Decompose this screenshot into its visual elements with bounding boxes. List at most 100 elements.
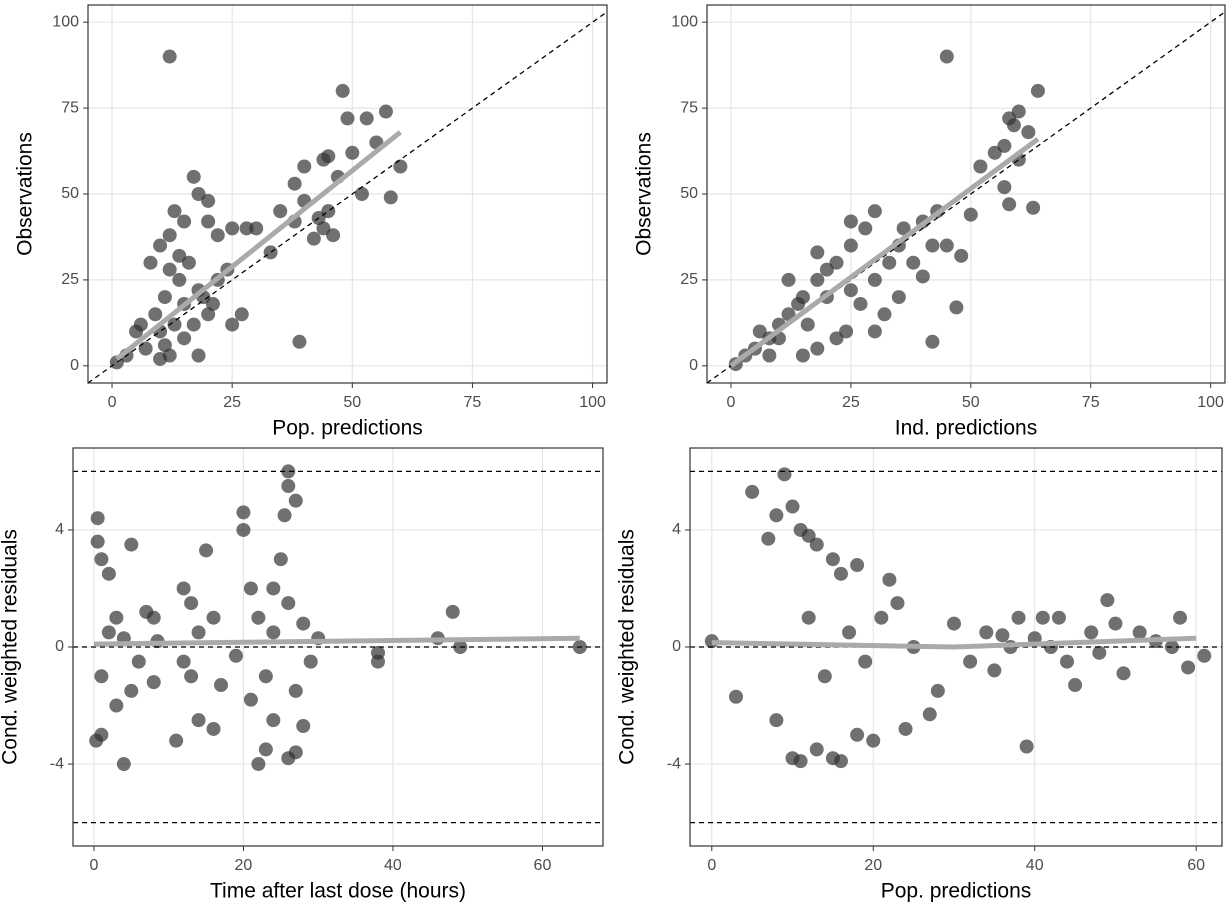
x-axis-title: Time after last dose (hours) — [210, 880, 466, 903]
point — [90, 511, 105, 526]
y-axis-title: Observations — [14, 132, 37, 256]
point — [288, 745, 303, 760]
point — [273, 552, 288, 567]
point — [930, 683, 945, 698]
point — [184, 669, 199, 684]
point — [236, 505, 251, 520]
point — [1060, 654, 1075, 669]
y-tick-label: 100 — [671, 13, 698, 30]
point — [1026, 200, 1041, 215]
identity-line — [88, 11, 607, 383]
point — [1006, 118, 1021, 133]
point — [354, 187, 369, 201]
plot-area — [73, 464, 603, 824]
point — [1173, 610, 1188, 625]
point — [1068, 678, 1083, 693]
x-tick-label: 20 — [864, 857, 882, 874]
point — [761, 531, 776, 546]
point — [206, 610, 221, 625]
point — [201, 214, 216, 229]
point — [1011, 610, 1026, 625]
point — [867, 272, 882, 287]
point — [191, 348, 206, 363]
point — [266, 625, 281, 640]
point — [843, 214, 858, 229]
x-tick-label: 75 — [464, 394, 482, 411]
point — [795, 348, 810, 363]
point — [249, 221, 264, 236]
point — [850, 558, 865, 573]
trend-line — [93, 635, 580, 647]
point — [225, 317, 240, 332]
x-tick-label: 60 — [534, 857, 552, 874]
point — [234, 307, 249, 322]
point — [172, 248, 187, 263]
point — [769, 713, 784, 728]
point — [148, 307, 163, 322]
point — [281, 464, 296, 479]
point — [94, 552, 109, 567]
point — [963, 654, 978, 669]
panel: 0 25 50 75 100 0 25 50 75 100 Pop. predictions Obse… — [14, 4, 608, 440]
point — [124, 537, 139, 552]
point — [292, 334, 307, 349]
x-tick-label: 0 — [707, 857, 716, 874]
x-tick-label: 60 — [1187, 857, 1205, 874]
point — [281, 596, 296, 611]
point — [297, 159, 312, 174]
point — [791, 296, 806, 311]
point — [979, 625, 994, 640]
point — [810, 272, 825, 287]
point — [146, 610, 161, 625]
point — [316, 152, 331, 167]
point — [251, 757, 266, 772]
point — [1197, 648, 1212, 663]
point — [162, 49, 177, 64]
point — [201, 193, 216, 208]
point — [825, 552, 840, 567]
point — [896, 221, 911, 236]
point — [1100, 593, 1115, 608]
plot-frame — [72, 447, 604, 847]
point — [819, 262, 834, 277]
plot-frame — [87, 4, 608, 384]
x-tick-label: 25 — [223, 394, 241, 411]
point — [281, 479, 296, 494]
point — [762, 348, 777, 363]
point — [205, 296, 220, 311]
point — [729, 689, 744, 704]
point — [882, 255, 897, 270]
plot-frame — [689, 447, 1223, 847]
point — [745, 484, 760, 499]
point — [157, 338, 172, 353]
point — [303, 654, 318, 669]
point — [785, 499, 800, 514]
point — [251, 610, 266, 625]
point — [858, 221, 873, 236]
point — [199, 543, 214, 558]
point — [1084, 625, 1099, 640]
point — [843, 238, 858, 253]
point — [882, 572, 897, 587]
point — [946, 616, 961, 631]
y-tick-label: 0 — [672, 638, 681, 655]
point — [445, 604, 460, 619]
point — [853, 296, 868, 311]
x-tick-label: 40 — [384, 857, 402, 874]
x-tick-label: 100 — [1197, 394, 1224, 411]
point — [801, 610, 816, 625]
y-tick-label: 0 — [55, 638, 64, 655]
point — [1051, 610, 1066, 625]
point — [915, 269, 930, 284]
point — [340, 111, 355, 126]
point — [186, 169, 201, 184]
point — [326, 228, 341, 243]
point — [898, 721, 913, 736]
point — [225, 221, 240, 236]
point — [90, 534, 105, 549]
x-tick-label: 75 — [1082, 394, 1100, 411]
point — [306, 231, 321, 246]
point — [987, 663, 1002, 678]
x-axis-title: Ind. predictions — [895, 417, 1037, 440]
point — [124, 683, 139, 698]
